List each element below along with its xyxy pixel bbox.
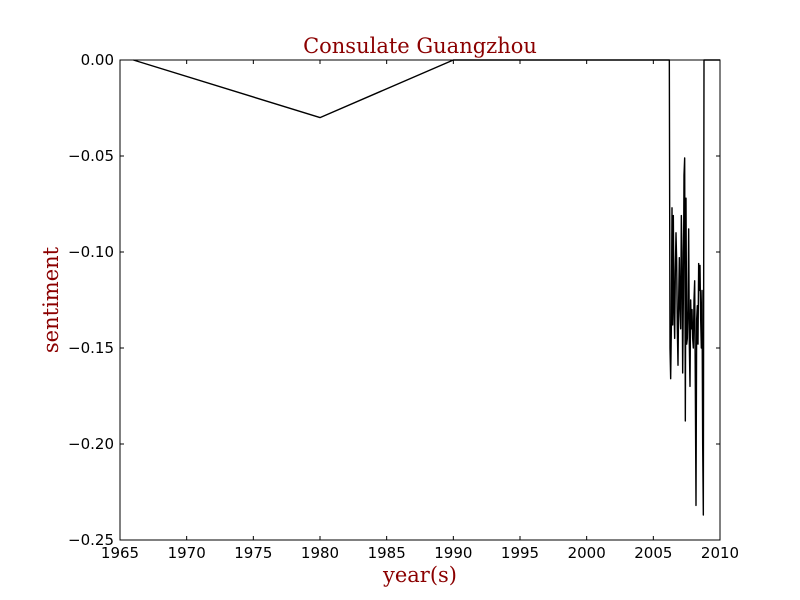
x-tick-label: 2005 bbox=[634, 544, 672, 562]
y-tick-label: −0.05 bbox=[68, 147, 114, 165]
series-layer bbox=[133, 59, 721, 516]
y-tick-label: −0.15 bbox=[68, 339, 114, 357]
x-tick-label: 1980 bbox=[301, 544, 339, 562]
chart-title: Consulate Guangzhou bbox=[303, 34, 537, 58]
x-tick-label: 2000 bbox=[568, 544, 606, 562]
x-tick-label: 1985 bbox=[368, 544, 406, 562]
series-line bbox=[133, 59, 721, 516]
x-tick-label: 1995 bbox=[501, 544, 539, 562]
x-tick-label: 1970 bbox=[168, 544, 206, 562]
plot-area bbox=[119, 59, 721, 541]
x-tick-label: 1965 bbox=[101, 544, 139, 562]
y-tick-label: 0.00 bbox=[81, 51, 114, 69]
x-tick-label: 1975 bbox=[234, 544, 272, 562]
x-tick-label: 1990 bbox=[434, 544, 472, 562]
y-tick-label: −0.20 bbox=[68, 435, 114, 453]
y-tick-label: −0.25 bbox=[68, 531, 114, 549]
x-axis-label: year(s) bbox=[382, 563, 457, 587]
y-axis-label: sentiment bbox=[39, 246, 63, 353]
x-tick-label: 2010 bbox=[701, 544, 739, 562]
x-axis-ticks: 1965 1970 1975 1980 1985 1990 1995 2000 2005 2010 bbox=[101, 60, 739, 562]
y-tick-label: −0.10 bbox=[68, 243, 114, 261]
y-axis-ticks: 0.00 −0.05 −0.10 −0.15 −0.20 −0.25 bbox=[68, 51, 720, 549]
